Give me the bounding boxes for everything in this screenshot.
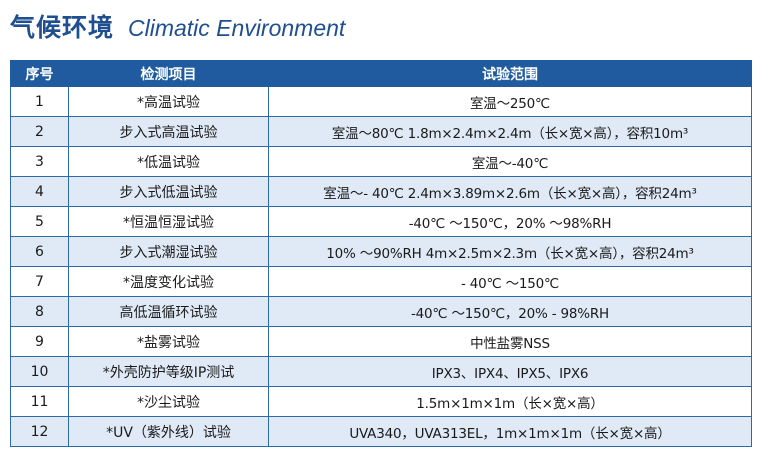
row-number: 7 [10, 266, 69, 297]
row-test-range: IPX3、IPX4、IPX5、IPX6 [268, 356, 752, 387]
table-row: 9 *盐雾试验 中性盐雾NSS [10, 326, 752, 357]
row-test-item: *UV（紫外线）试验 [68, 416, 269, 447]
row-test-range: -40℃ ～150℃，20% - 98%RH [268, 296, 752, 327]
row-test-item: 步入式低温试验 [68, 176, 269, 207]
table-header-row: 序号 检测项目 试验范围 [10, 60, 752, 87]
row-test-range: - 40℃ ～150℃ [268, 266, 752, 297]
row-test-item: *外壳防护等级IP测试 [68, 356, 269, 387]
table-row: 12 *UV（紫外线）试验 UVA340，UVA313EL，1m×1m×1m（长×宽… [10, 416, 752, 447]
page-heading: 气候环境 Climatic Environment [10, 8, 345, 48]
row-number: 10 [10, 356, 69, 387]
row-test-item: 步入式潮湿试验 [68, 236, 269, 267]
table-row: 4 步入式低温试验 室温～- 40℃ 2.4m×3.89m×2.6m（长×宽×高），… [10, 176, 752, 207]
row-number: 4 [10, 176, 69, 207]
table-row: 8 高低温循环试验 -40℃ ～150℃，20% - 98%RH [10, 296, 752, 327]
row-number: 1 [10, 86, 69, 117]
row-test-range: 1.5m×1m×1m（长×宽×高） [268, 386, 752, 417]
row-test-range: UVA340，UVA313EL，1m×1m×1m（长×宽×高） [268, 416, 752, 447]
header-item: 检测项目 [68, 60, 269, 87]
row-number: 3 [10, 146, 69, 177]
row-test-range: 室温～- 40℃ 2.4m×3.89m×2.6m（长×宽×高），容积24m³ [268, 176, 752, 207]
row-test-item: *温度变化试验 [68, 266, 269, 297]
row-test-range: 室温～250℃ [268, 86, 752, 117]
row-test-item: *恒温恒湿试验 [68, 206, 269, 237]
table-row: 10 *外壳防护等级IP测试 IPX3、IPX4、IPX5、IPX6 [10, 356, 752, 387]
climatic-test-table: 序号 检测项目 试验范围 1 *高温试验 室温～250℃ 2 步入式高温试验 室温～80℃… [10, 60, 752, 447]
row-test-item: 高低温循环试验 [68, 296, 269, 327]
table-row: 5 *恒温恒湿试验 -40℃ ～150℃，20% ～98%RH [10, 206, 752, 237]
table-row: 11 *沙尘试验 1.5m×1m×1m（长×宽×高） [10, 386, 752, 417]
row-number: 8 [10, 296, 69, 327]
row-test-item: *高温试验 [68, 86, 269, 117]
row-test-item: 步入式高温试验 [68, 116, 269, 147]
title-english: Climatic Environment [128, 15, 346, 41]
table-row: 7 *温度变化试验 - 40℃ ～150℃ [10, 266, 752, 297]
table-row: 2 步入式高温试验 室温～80℃ 1.8m×2.4m×2.4m（长×宽×高），容积1… [10, 116, 752, 147]
row-test-range: 室温～80℃ 1.8m×2.4m×2.4m（长×宽×高），容积10m³ [268, 116, 752, 147]
row-test-item: *沙尘试验 [68, 386, 269, 417]
title-chinese: 气候环境 [10, 13, 115, 42]
row-number: 6 [10, 236, 69, 267]
table-row: 6 步入式潮湿试验 10% ～90%RH 4m×2.5m×2.3m（长×宽×高），容… [10, 236, 752, 267]
row-number: 5 [10, 206, 69, 237]
header-range: 试验范围 [268, 60, 752, 87]
row-test-item: *盐雾试验 [68, 326, 269, 357]
row-number: 12 [10, 416, 69, 447]
header-no: 序号 [10, 60, 69, 87]
table-row: 3 *低温试验 室温～-40℃ [10, 146, 752, 177]
row-number: 11 [10, 386, 69, 417]
row-test-range: 室温～-40℃ [268, 146, 752, 177]
row-number: 2 [10, 116, 69, 147]
row-test-range: 10% ～90%RH 4m×2.5m×2.3m（长×宽×高），容积24m³ [268, 236, 752, 267]
row-number: 9 [10, 326, 69, 357]
row-test-range: 中性盐雾NSS [268, 326, 752, 357]
row-test-range: -40℃ ～150℃，20% ～98%RH [268, 206, 752, 237]
row-test-item: *低温试验 [68, 146, 269, 177]
table-row: 1 *高温试验 室温～250℃ [10, 86, 752, 117]
